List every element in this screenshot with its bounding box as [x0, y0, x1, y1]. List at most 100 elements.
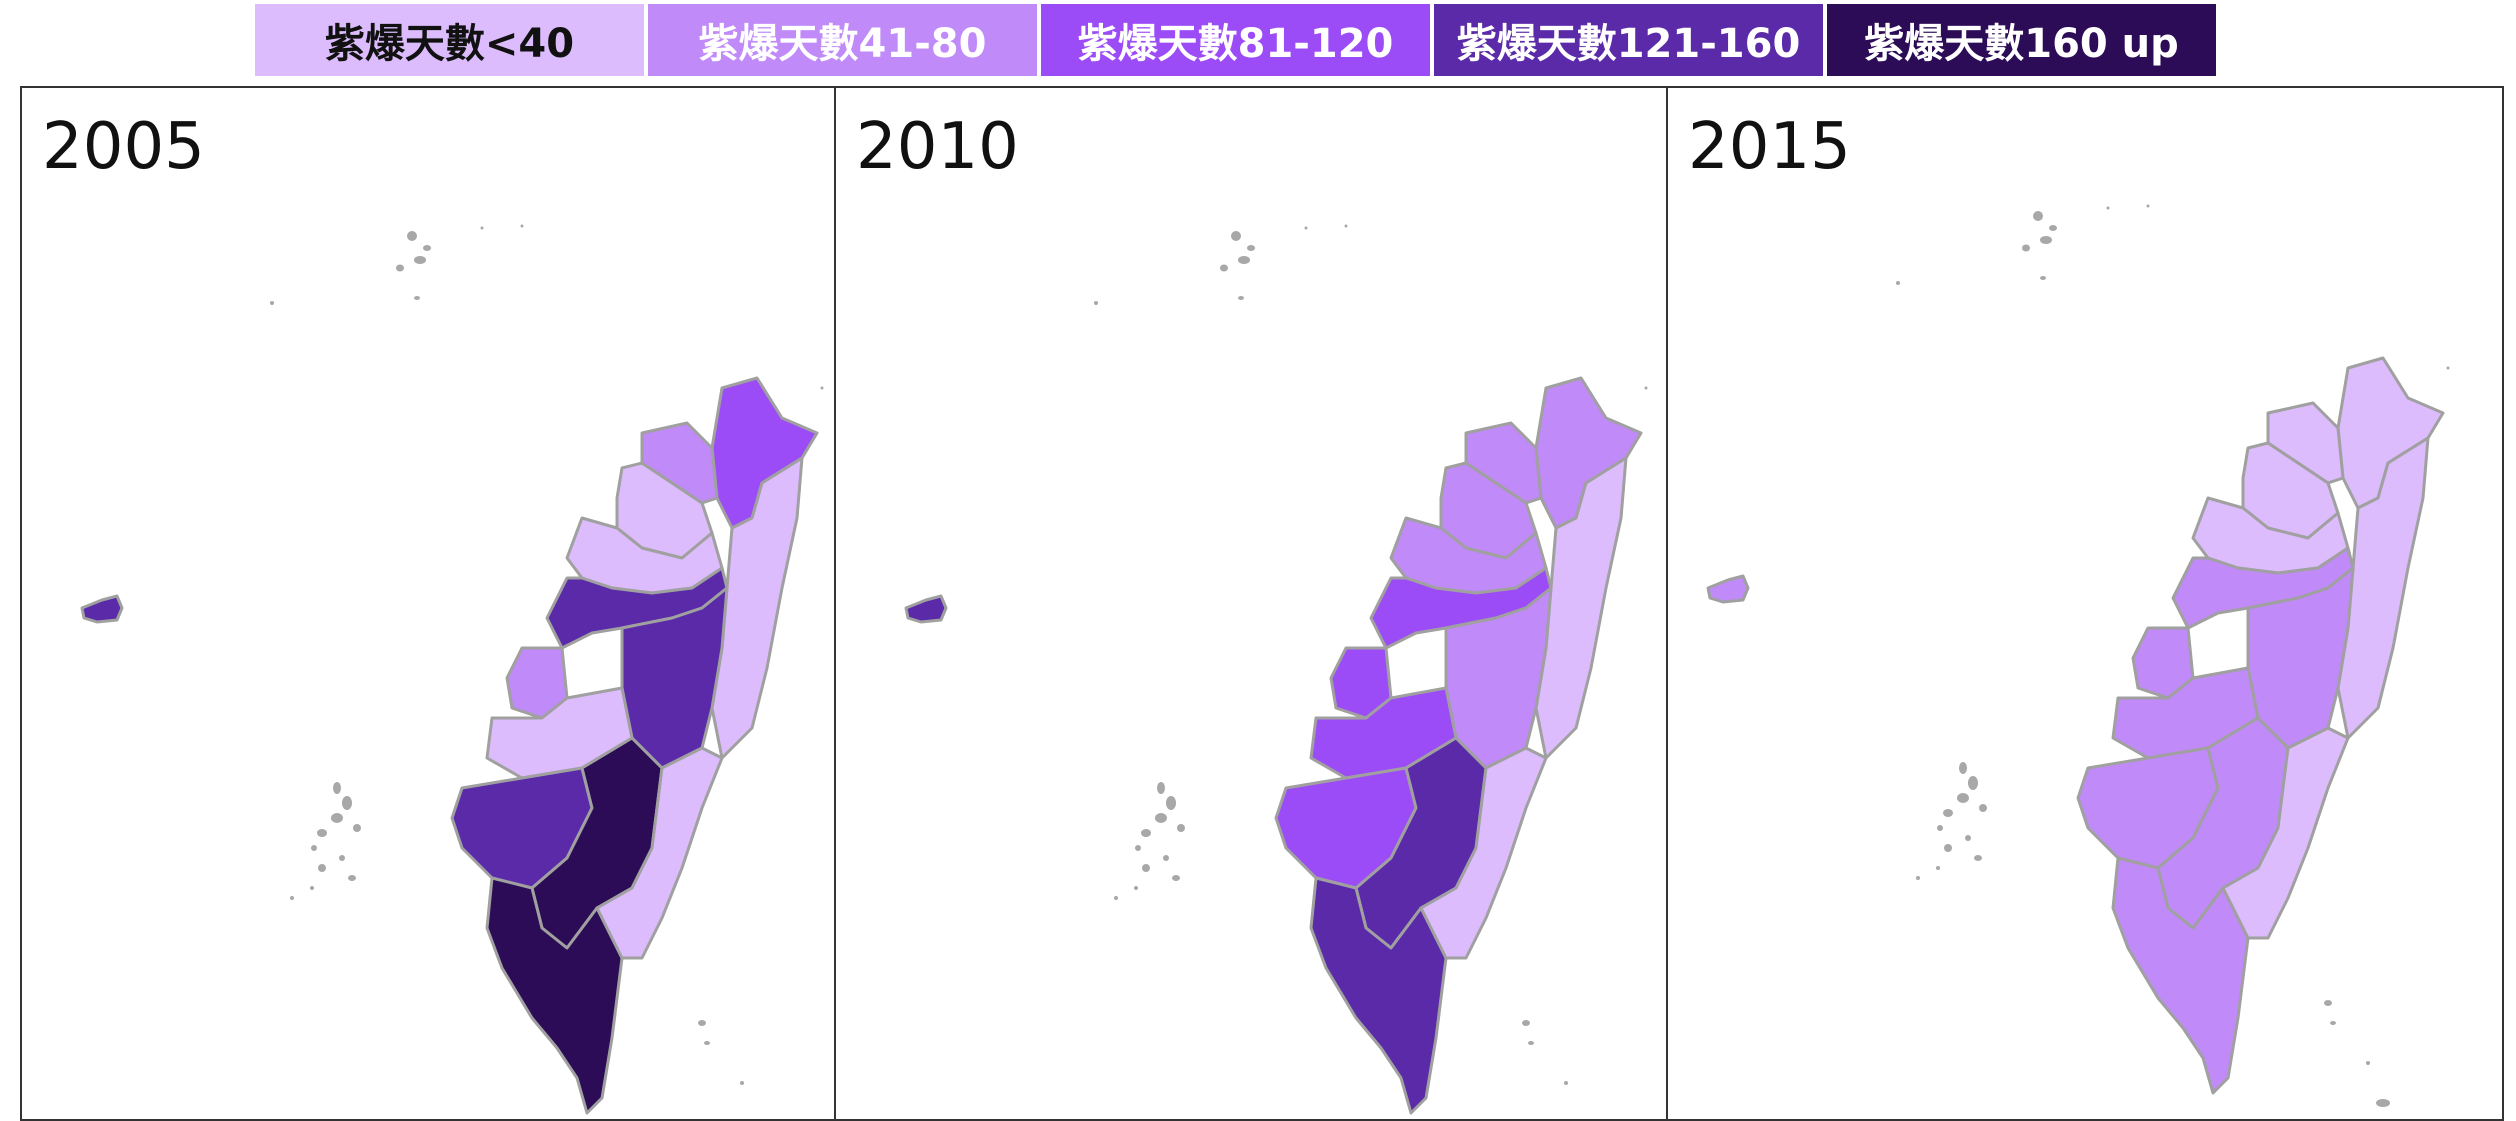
outlying-island	[1644, 386, 1648, 390]
map-panel-2010: 2010	[834, 86, 1668, 1121]
outlying-island	[1135, 845, 1141, 851]
outlying-island	[270, 301, 274, 305]
outlying-island	[2366, 1061, 2370, 1065]
outlying-island	[1965, 835, 1971, 841]
legend-label: 紫爆天數<40	[324, 21, 575, 67]
panel-year-label: 2015	[1688, 110, 1851, 184]
legend-item-lt40: 紫爆天數<40	[255, 4, 648, 76]
outlying-island	[480, 226, 484, 230]
outlying-island	[348, 875, 356, 881]
map-panel-2005: 2005	[20, 86, 836, 1121]
outlying-island	[1114, 896, 1118, 900]
map-region-penghu	[904, 594, 948, 624]
outlying-island	[310, 886, 314, 890]
taiwan-choropleth-map	[1706, 204, 2450, 1107]
outlying-island	[1166, 796, 1176, 810]
map-region-south-east-block	[1419, 746, 1548, 960]
outlying-island	[1157, 782, 1165, 794]
outlying-island	[1974, 855, 1982, 861]
legend-item-41-80: 紫爆天數41-80	[648, 4, 1041, 76]
outlying-island	[1943, 809, 1953, 817]
outlying-island	[1231, 231, 1241, 241]
outlying-island	[423, 245, 431, 251]
outlying-island	[331, 813, 343, 823]
map-region-south-tip-block	[485, 876, 624, 1115]
outlying-island	[342, 796, 352, 810]
map-region-penghu	[80, 594, 124, 624]
outlying-island	[1094, 301, 1098, 305]
outlying-island	[396, 264, 404, 272]
legend-label: 紫爆天數41-80	[698, 21, 987, 67]
outlying-island	[704, 1041, 710, 1045]
taiwan-choropleth-map	[80, 224, 824, 1115]
outlying-island	[1238, 296, 1244, 300]
outlying-island	[353, 824, 361, 832]
outlying-island	[1304, 226, 1308, 230]
panel-year-label: 2010	[856, 110, 1019, 184]
outlying-island	[2040, 276, 2046, 280]
outlying-island	[520, 224, 524, 228]
outlying-island	[317, 829, 327, 837]
map-panel-2015: 2015	[1666, 86, 2504, 1121]
outlying-island	[1344, 224, 1348, 228]
outlying-island	[2376, 1099, 2390, 1107]
legend-item-121-160: 紫爆天數121-160	[1434, 4, 1827, 76]
outlying-island	[1177, 824, 1185, 832]
map-region-south-east-block	[595, 746, 724, 960]
outlying-island	[1220, 264, 1228, 272]
panel-year-label: 2005	[42, 110, 205, 184]
outlying-island	[2022, 244, 2030, 252]
outlying-island	[311, 845, 317, 851]
legend-label: 紫爆天數121-160	[1456, 21, 1801, 67]
outlying-island	[1522, 1020, 1530, 1026]
outlying-island	[2106, 206, 2110, 210]
outlying-island	[1172, 875, 1180, 881]
outlying-island	[1247, 245, 1255, 251]
outlying-island	[1957, 793, 1969, 803]
slide-toolbar	[0, 1100, 220, 1118]
outlying-island	[1959, 762, 1967, 774]
outlying-island	[2040, 236, 2052, 244]
outlying-island	[414, 256, 426, 264]
outlying-island	[698, 1020, 706, 1026]
outlying-island	[1896, 281, 1900, 285]
map-legend: 紫爆天數<40 紫爆天數41-80 紫爆天數81-120 紫爆天數121-160…	[255, 4, 2220, 76]
taiwan-choropleth-map	[904, 224, 1648, 1115]
map-region-south-tip-block	[2111, 856, 2250, 1095]
outlying-island	[2146, 204, 2150, 208]
outlying-island	[1238, 256, 1250, 264]
legend-item-81-120: 紫爆天數81-120	[1041, 4, 1434, 76]
map-region-south-east-block	[2221, 726, 2350, 940]
map-region-south-tip-block	[1309, 876, 1448, 1115]
outlying-island	[1936, 866, 1940, 870]
map-region-penghu	[1706, 574, 1750, 604]
outlying-island	[1979, 804, 1987, 812]
outlying-island	[1142, 864, 1150, 872]
outlying-island	[414, 296, 420, 300]
outlying-island	[1916, 876, 1920, 880]
outlying-island	[290, 896, 294, 900]
outlying-island	[1564, 1081, 1568, 1085]
outlying-island	[1134, 886, 1138, 890]
legend-label: 紫爆天數160 up	[1864, 21, 2179, 67]
outlying-island	[1944, 844, 1952, 852]
outlying-island	[2033, 211, 2043, 221]
outlying-island	[2446, 366, 2450, 370]
outlying-island	[1968, 776, 1978, 790]
outlying-island	[2324, 1000, 2332, 1006]
outlying-island	[2049, 225, 2057, 231]
outlying-island	[1155, 813, 1167, 823]
outlying-island	[820, 386, 824, 390]
outlying-island	[1163, 855, 1169, 861]
outlying-island	[407, 231, 417, 241]
outlying-island	[1528, 1041, 1534, 1045]
outlying-island	[333, 782, 341, 794]
outlying-island	[339, 855, 345, 861]
outlying-island	[1141, 829, 1151, 837]
outlying-island	[2330, 1021, 2336, 1025]
legend-item-160up: 紫爆天數160 up	[1827, 4, 2220, 76]
outlying-island	[1937, 825, 1943, 831]
outlying-island	[740, 1081, 744, 1085]
legend-label: 紫爆天數81-120	[1077, 21, 1394, 67]
outlying-island	[318, 864, 326, 872]
